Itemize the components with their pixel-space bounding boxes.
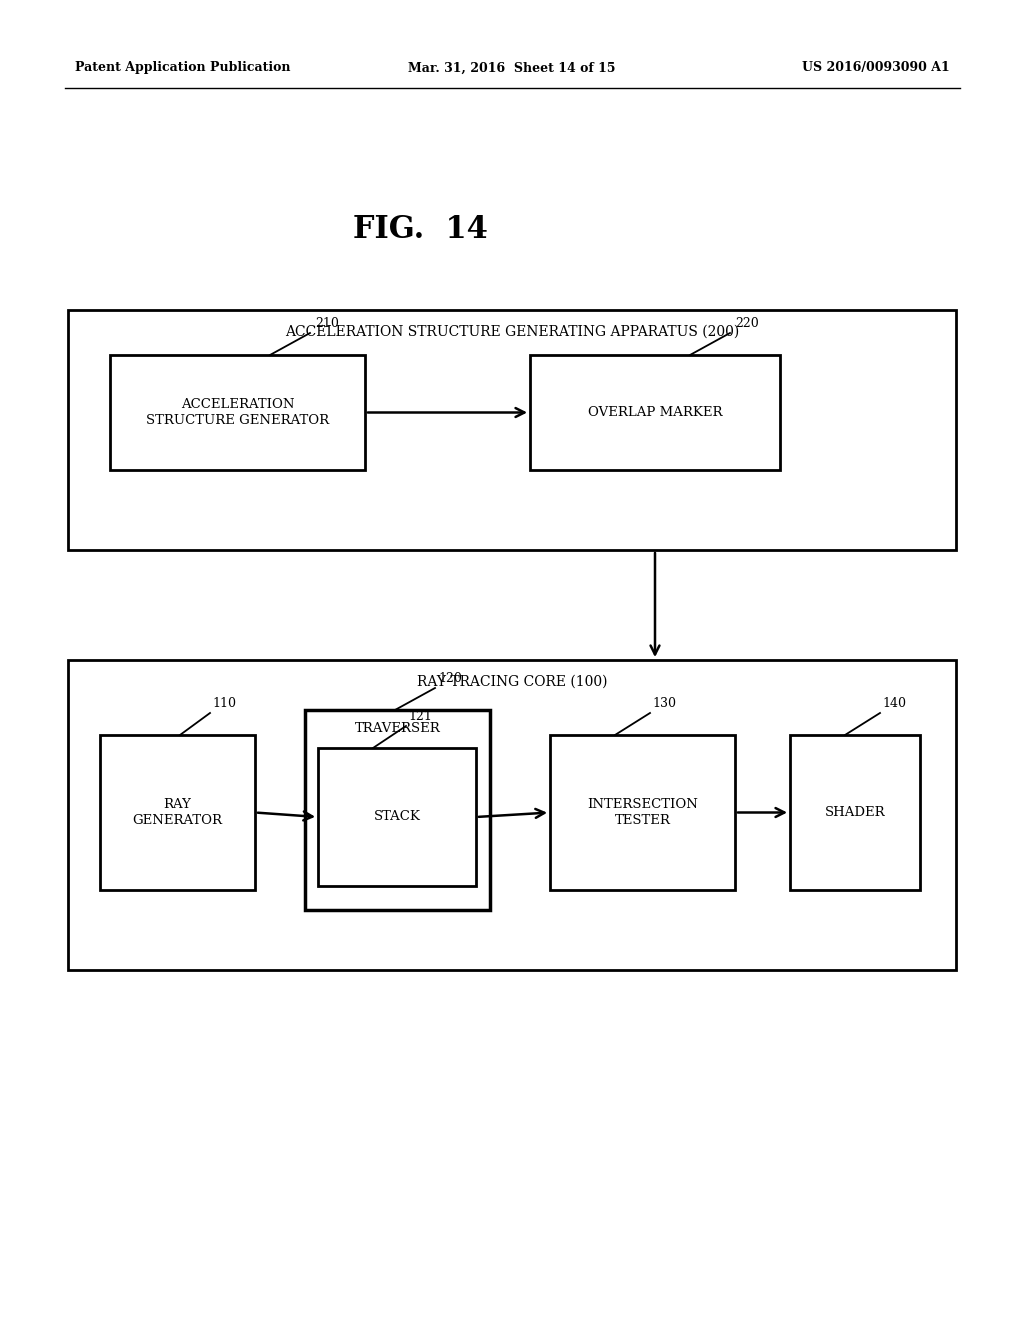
Text: RAY
GENERATOR: RAY GENERATOR [132, 799, 222, 826]
Text: INTERSECTION
TESTER: INTERSECTION TESTER [587, 799, 698, 826]
Text: ACCELERATION
STRUCTURE GENERATOR: ACCELERATION STRUCTURE GENERATOR [146, 399, 329, 426]
Text: US 2016/0093090 A1: US 2016/0093090 A1 [802, 62, 950, 74]
Text: OVERLAP MARKER: OVERLAP MARKER [588, 407, 722, 418]
Text: 220: 220 [735, 317, 759, 330]
Text: 140: 140 [882, 697, 906, 710]
Bar [68, 660, 956, 970]
Text: Mar. 31, 2016  Sheet 14 of 15: Mar. 31, 2016 Sheet 14 of 15 [409, 62, 615, 74]
Text: TRAVERSER: TRAVERSER [354, 722, 440, 734]
Text: 121: 121 [408, 710, 432, 723]
Bar [550, 735, 735, 890]
Text: SHADER: SHADER [824, 807, 886, 818]
Bar [530, 355, 780, 470]
Text: FIG.  14: FIG. 14 [352, 214, 487, 246]
Bar [68, 310, 956, 550]
Text: 120: 120 [438, 672, 462, 685]
Text: 210: 210 [315, 317, 339, 330]
Text: 110: 110 [212, 697, 236, 710]
Bar [790, 735, 920, 890]
Text: 130: 130 [652, 697, 676, 710]
Text: Patent Application Publication: Patent Application Publication [75, 62, 291, 74]
Text: RAY TRACING CORE (100): RAY TRACING CORE (100) [417, 675, 607, 689]
Bar [305, 710, 490, 909]
Bar [318, 748, 476, 886]
Text: STACK: STACK [374, 810, 421, 824]
Text: ACCELERATION STRUCTURE GENERATING APPARATUS (200): ACCELERATION STRUCTURE GENERATING APPARA… [285, 325, 739, 339]
Bar [110, 355, 365, 470]
Bar [100, 735, 255, 890]
